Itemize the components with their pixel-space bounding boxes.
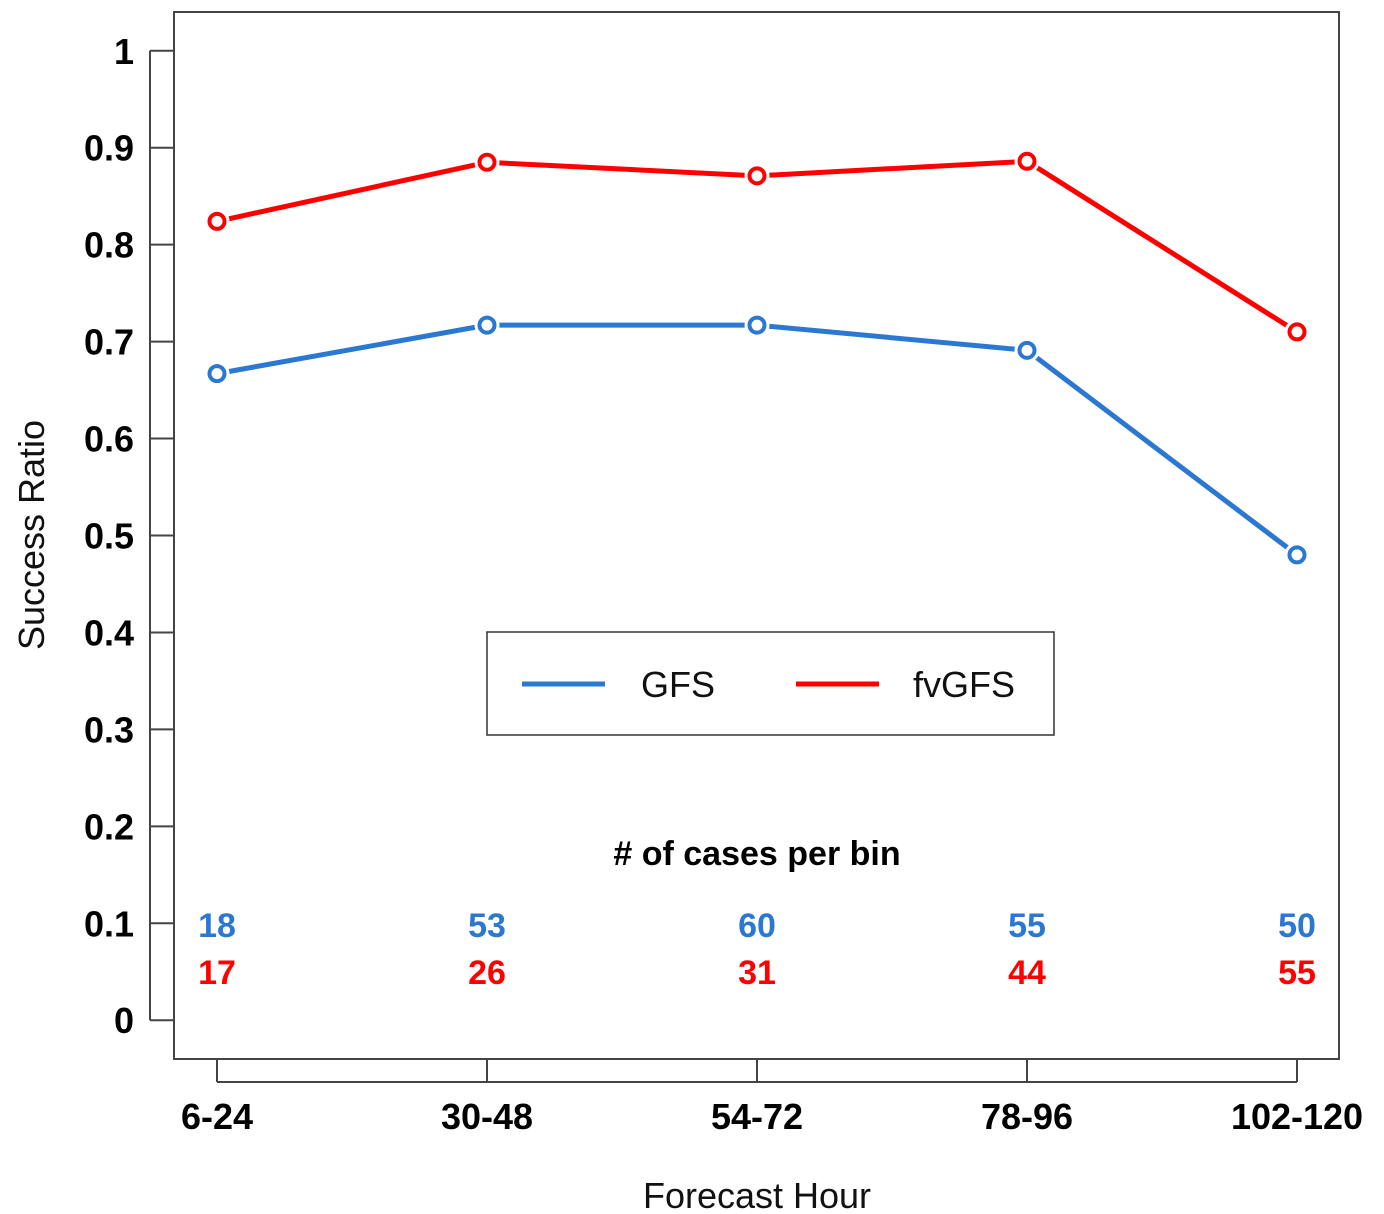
y-tick-label: 0.9 [84,128,134,169]
data-point-gfs [207,364,227,384]
case-count-gfs: 50 [1278,907,1316,945]
y-axis-title: Success Ratio [11,420,52,650]
legend-label-gfs: GFS [641,664,715,705]
case-count-fvgfs: 44 [1008,954,1046,992]
data-point-gfs [1017,340,1037,360]
case-count-fvgfs: 31 [738,954,776,992]
counts-layer: 18 53 60 55 50 17 26 31 44 55 [198,907,1316,992]
case-count-fvgfs: 26 [468,954,506,992]
data-point-fvgfs [477,152,497,172]
series-layer [204,148,1310,568]
y-tick-label: 0.6 [84,419,134,460]
case-count-fvgfs: 17 [198,954,236,992]
legend: GFS fvGFS [486,631,1055,736]
x-tick-label: 54-72 [711,1096,803,1137]
y-tick-label: 0.8 [84,225,134,266]
case-count-fvgfs: 55 [1278,954,1316,992]
x-axis-title: Forecast Hour [643,1175,871,1214]
y-tick-label: 1 [114,31,134,72]
y-tick-label: 0.2 [84,806,134,847]
x-tick-label: 78-96 [981,1096,1073,1137]
x-axis: 6-24 30-48 54-72 78-96 102-120 [181,1059,1363,1137]
data-point-gfs [747,315,767,335]
case-count-gfs: 53 [468,907,506,945]
y-tick-label: 0.1 [84,903,134,944]
data-point-fvgfs [1017,151,1037,171]
case-count-gfs: 18 [198,907,236,945]
y-tick-label: 0.3 [84,709,134,750]
y-tick-label: 0 [114,1000,134,1041]
x-tick-label: 6-24 [181,1096,253,1137]
data-point-gfs [1287,545,1307,565]
y-tick-label: 0.7 [84,322,134,363]
y-axis: 0 0.1 0.2 0.3 0.4 0.5 0.6 0.7 0.8 0.9 1 [84,31,174,1041]
data-point-fvgfs [747,166,767,186]
legend-label-fvgfs: fvGFS [913,664,1015,705]
x-tick-label: 102-120 [1231,1096,1363,1137]
series-line-gfs [216,322,1299,557]
y-tick-label: 0.4 [84,612,134,653]
x-tick-label: 30-48 [441,1096,533,1137]
data-point-fvgfs [207,211,227,231]
data-point-gfs [477,315,497,335]
cases-per-bin-title: # of cases per bin [613,835,900,873]
case-count-gfs: 60 [738,907,776,945]
y-tick-label: 0.5 [84,516,134,557]
case-count-gfs: 55 [1008,907,1046,945]
data-point-fvgfs [1287,322,1307,342]
